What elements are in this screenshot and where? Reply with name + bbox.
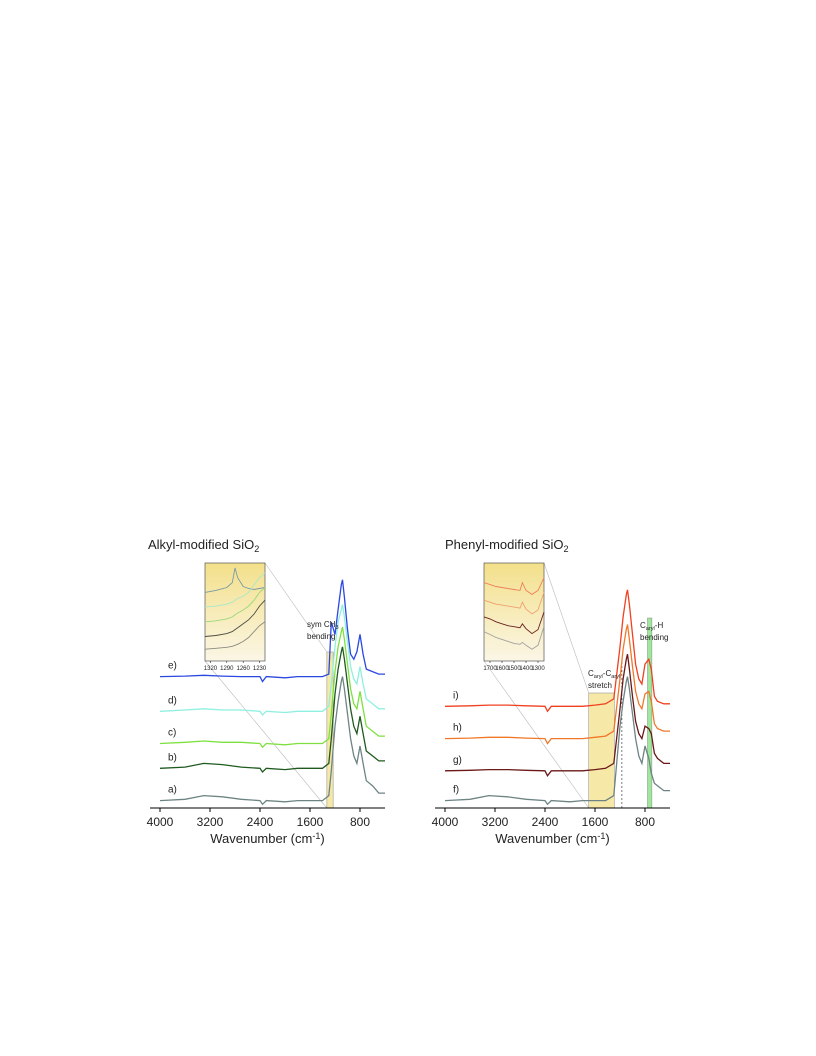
x-tick-label: 1600	[297, 815, 324, 829]
spectrum	[204, 572, 266, 608]
spectrum	[444, 589, 670, 713]
series-label: g)	[453, 755, 462, 766]
spectrum	[483, 577, 545, 595]
x-tick-label: 1600	[582, 815, 609, 829]
x-tick-label: 1500	[507, 666, 521, 672]
x-tick-label: 1300	[531, 666, 545, 672]
series-label: d)	[168, 695, 177, 706]
spectrum	[159, 579, 385, 683]
spectrum	[204, 599, 266, 637]
annotation-part: aryl	[594, 674, 603, 680]
x-axis-label-part: )	[320, 831, 324, 846]
spectrum	[204, 621, 266, 650]
spectrum	[204, 587, 266, 623]
annotation-part: bending	[640, 633, 668, 642]
spectrum	[159, 646, 385, 774]
x-tick-label: 1290	[220, 666, 234, 672]
connector	[204, 660, 328, 809]
annotation-part: aryl	[646, 626, 655, 632]
x-axis-label-part: -1	[312, 831, 320, 841]
x-tick-label: 4000	[147, 815, 174, 829]
x-axis-label: Wavenumber (cm-1)	[495, 831, 610, 846]
x-tick-label: 800	[635, 815, 655, 829]
annotation-part: -H	[655, 621, 664, 630]
annotation: bending	[307, 632, 335, 641]
spectrum	[444, 624, 670, 745]
x-axis-label-part: Wavenumber (cm	[495, 831, 597, 846]
annotation-part: -C	[603, 669, 612, 678]
chart-title-part: Alkyl-modified SiO	[148, 537, 254, 552]
chart-title: Alkyl-modified SiO2	[148, 537, 259, 554]
x-tick-label: 2400	[247, 815, 274, 829]
spectrum	[159, 676, 385, 806]
series-label: c)	[168, 728, 176, 739]
spectrum	[444, 676, 670, 806]
spectrum	[159, 626, 385, 749]
spectrum	[444, 654, 670, 778]
chart-title-part: Phenyl-modified SiO	[445, 537, 564, 552]
x-tick-label: 1230	[253, 666, 267, 672]
annotation-part: 3	[335, 625, 338, 631]
x-tick-label: 3200	[197, 815, 224, 829]
x-tick-label: 1260	[237, 666, 251, 672]
x-tick-label: 1320	[204, 666, 218, 672]
highlight-band	[588, 692, 615, 809]
x-tick-label: 1400	[519, 666, 533, 672]
spectrum	[483, 611, 545, 635]
annotation: Caryl-Caryl	[588, 669, 620, 680]
annotation-part: C	[588, 669, 594, 678]
annotation-part: aryl	[611, 674, 620, 680]
annotation-part: stretch	[588, 681, 612, 690]
connector	[483, 660, 589, 809]
annotation-part: C	[640, 621, 646, 630]
series-label: a)	[168, 785, 177, 796]
spectrum	[483, 592, 545, 615]
spectrum	[204, 567, 266, 593]
series-label: i)	[453, 690, 459, 701]
annotation: sym CH3	[307, 620, 339, 631]
chart-title-part: 2	[254, 544, 259, 554]
x-axis-label-part: Wavenumber (cm	[210, 831, 312, 846]
x-axis-label: Wavenumber (cm-1)	[210, 831, 325, 846]
x-axis-label-part: -1	[597, 831, 605, 841]
x-tick-label: 2400	[532, 815, 559, 829]
connector	[543, 562, 590, 694]
series-label: e)	[168, 661, 177, 672]
series-label: h)	[453, 723, 462, 734]
x-axis-label-part: )	[605, 831, 609, 846]
series-label: f)	[453, 785, 459, 796]
annotation: Caryl-H	[640, 621, 663, 632]
highlight-band	[647, 617, 653, 809]
annotation-part: sym CH	[307, 620, 336, 629]
series-label: b)	[168, 752, 177, 763]
chart-title-part: 2	[564, 544, 569, 554]
annotation: stretch	[588, 681, 612, 690]
x-tick-label: 1600	[495, 666, 509, 672]
annotation: bending	[640, 633, 668, 642]
x-tick-label: 3200	[482, 815, 509, 829]
chart-title: Phenyl-modified SiO2	[445, 537, 569, 554]
x-tick-label: 800	[350, 815, 370, 829]
spectrum	[159, 604, 385, 717]
annotation-part: bending	[307, 632, 335, 641]
x-tick-label: 1700	[483, 666, 497, 672]
x-tick-label: 4000	[432, 815, 459, 829]
spectrum	[483, 626, 545, 650]
connector	[264, 562, 328, 653]
